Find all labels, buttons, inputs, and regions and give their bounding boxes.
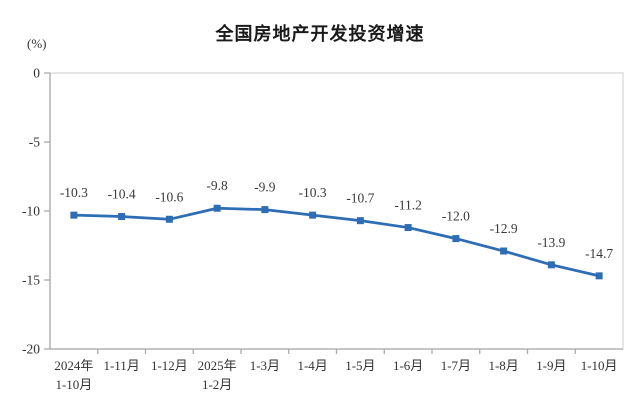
x-axis-label: 1-12月 xyxy=(151,358,188,373)
data-label: -14.7 xyxy=(585,246,613,261)
data-label: -12.9 xyxy=(490,221,518,236)
data-point-marker xyxy=(547,261,555,269)
plot-border xyxy=(49,72,624,350)
x-axis-label: 2025年 xyxy=(198,358,237,373)
data-point-marker xyxy=(356,217,364,225)
x-axis-label: 1-6月 xyxy=(393,358,423,373)
x-axis-label: 1-7月 xyxy=(441,358,471,373)
chart-title: 全国房地产开发投资增速 xyxy=(215,24,425,44)
x-axis-label: 1-9月 xyxy=(536,358,566,373)
data-point-marker xyxy=(500,247,508,255)
y-axis-tick-label: -15 xyxy=(22,273,40,288)
data-label: -10.4 xyxy=(108,187,136,202)
y-axis-unit-label: (%) xyxy=(27,36,47,51)
x-axis-label: 1-10月 xyxy=(55,377,92,392)
data-label: -13.9 xyxy=(537,235,565,250)
data-label: -12.0 xyxy=(442,209,470,224)
x-axis-label: 1-2月 xyxy=(202,377,232,392)
data-label: -9.9 xyxy=(254,180,276,195)
x-axis-label: 2024年 xyxy=(54,358,93,373)
data-point-marker xyxy=(452,235,460,243)
data-label: -11.2 xyxy=(394,198,422,213)
y-axis-tick-label: -20 xyxy=(22,342,40,357)
data-point-marker xyxy=(261,206,269,214)
data-point-marker xyxy=(70,211,78,219)
data-point-marker xyxy=(118,213,126,221)
data-point-marker xyxy=(404,224,412,232)
data-point-marker xyxy=(165,215,173,223)
y-axis-tick-label: -5 xyxy=(29,135,40,150)
data-label: -10.6 xyxy=(155,189,183,204)
series-line xyxy=(72,206,601,278)
x-axis-label: 1-10月 xyxy=(581,358,618,373)
data-label: -9.8 xyxy=(206,178,228,193)
data-point-marker xyxy=(213,204,221,212)
x-axis-label: 1-5月 xyxy=(345,358,375,373)
x-axis-label: 1-8月 xyxy=(488,358,518,373)
x-axis-label: 1-11月 xyxy=(103,358,139,373)
x-axis-label: 1-3月 xyxy=(250,358,280,373)
data-label: -10.7 xyxy=(346,191,374,206)
data-label: -10.3 xyxy=(60,185,88,200)
data-point-marker xyxy=(595,272,603,280)
data-label: -10.3 xyxy=(299,185,327,200)
y-axis-tick-label: -10 xyxy=(22,204,40,219)
x-axis-label: 1-4月 xyxy=(297,358,327,373)
data-point-marker xyxy=(309,211,317,219)
y-axis-tick-label: 0 xyxy=(33,66,40,81)
